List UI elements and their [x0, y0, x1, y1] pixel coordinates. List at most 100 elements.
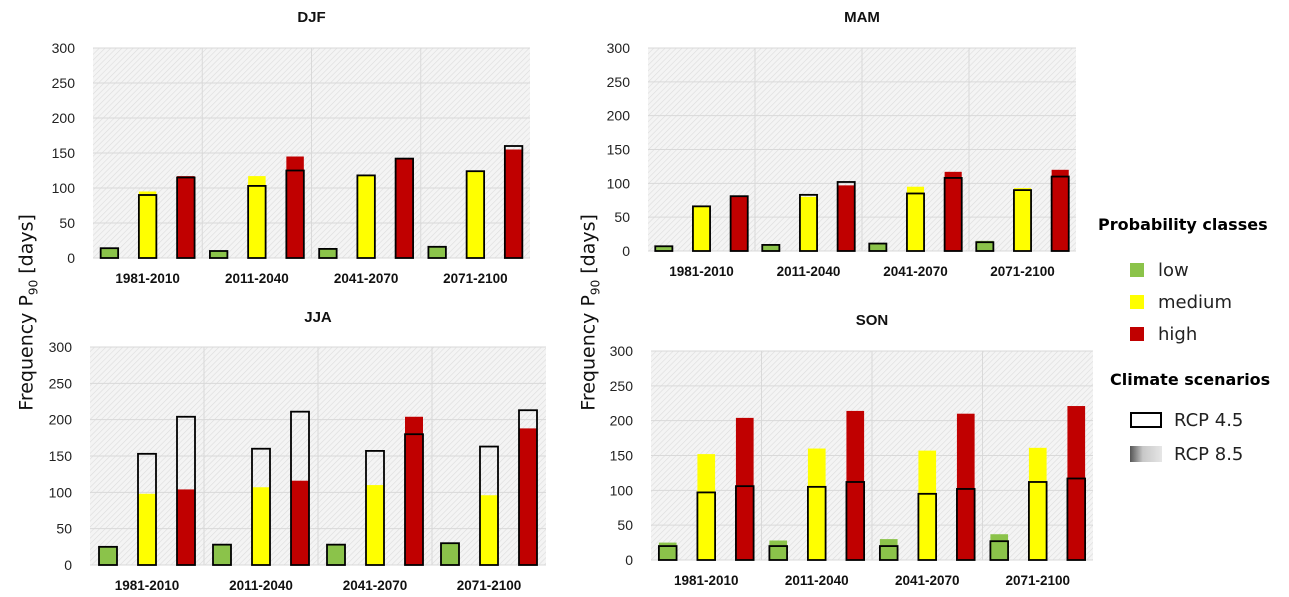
- chart-title-mam: MAM: [844, 9, 880, 26]
- bar-high-rcp45: [729, 195, 749, 252]
- bar-medium-rcp85: [692, 206, 711, 251]
- bar-low-rcp45: [212, 543, 232, 566]
- bar-low-rcp85: [976, 240, 994, 251]
- bar-high-rcp85: [1067, 406, 1086, 560]
- bar-high-rcp85: [837, 185, 855, 251]
- bar-high-rcp45: [836, 181, 856, 252]
- legend-label-rcp45: RCP 4.5: [1174, 409, 1244, 431]
- x-tick-label: 1981-2010: [115, 271, 180, 286]
- bar-medium-rcp45: [692, 205, 711, 252]
- bar-high-rcp85: [177, 176, 195, 258]
- bar-high-rcp85: [730, 195, 748, 251]
- bar-medium-rcp45: [479, 445, 499, 566]
- y-tick-label: 150: [607, 142, 631, 158]
- bar-high-rcp85: [735, 417, 754, 560]
- y-tick-label: 250: [49, 375, 73, 391]
- bar-high-rcp85: [405, 416, 423, 565]
- bar-high-rcp45: [176, 415, 196, 566]
- y-tick-label: 50: [617, 517, 633, 533]
- bar-low-rcp45: [209, 250, 229, 259]
- bar-medium-rcp45: [365, 450, 385, 566]
- y-tick-label: 0: [625, 552, 633, 568]
- chart-title-son: SON: [856, 312, 889, 329]
- bar-high-rcp45: [1066, 477, 1087, 561]
- legend-item-medium: medium: [1130, 286, 1285, 318]
- bar-high-rcp85: [291, 480, 309, 565]
- x-tick-label: 2041-2070: [334, 271, 399, 286]
- bar-medium-rcp45: [799, 193, 818, 252]
- bar-medium-rcp85: [248, 176, 266, 258]
- chart-djf: 0 50 100 150 200 250 300 DJF 1981-2010 2011-2040 2…: [52, 9, 530, 286]
- bar-medium-rcp85: [807, 448, 826, 560]
- bar-high-rcp45: [735, 485, 755, 561]
- legend-scenario-title: Climate scenarios: [1110, 370, 1271, 389]
- bar-medium-rcp85: [138, 191, 157, 258]
- bar-medium-rcp45: [917, 492, 937, 561]
- y-tick-label: 250: [607, 74, 631, 90]
- x-tick-label: 1981-2010: [669, 264, 734, 279]
- bar-low-rcp85: [428, 246, 446, 258]
- y-tick-label: 300: [52, 40, 76, 56]
- bar-low-rcp85: [209, 251, 228, 258]
- bar-low-rcp45: [657, 545, 678, 561]
- bar-medium-rcp85: [366, 485, 384, 565]
- bar-low-rcp45: [761, 244, 781, 252]
- chart-jja: 0 50 100 150 200 250 300 JJA 1981-2010 2011-2040 2…: [49, 309, 546, 593]
- legend-swatch-medium: [1130, 295, 1144, 309]
- bar-low-rcp45: [318, 247, 338, 259]
- bar-medium-rcp45: [1013, 189, 1032, 252]
- y-tick-label: 0: [67, 250, 75, 266]
- y-tick-label: 0: [64, 557, 72, 573]
- x-tick-label: 2071-2100: [1005, 573, 1070, 588]
- bar-high-rcp45: [943, 177, 963, 252]
- chart-title-djf: DJF: [297, 9, 325, 26]
- bar-low-rcp85: [319, 248, 337, 258]
- y-axis-label-left: Frequency P90 [days]: [15, 214, 41, 411]
- bar-high-rcp45: [956, 488, 976, 561]
- y-tick-label: 200: [610, 413, 634, 429]
- bar-medium-rcp45: [696, 491, 716, 561]
- bar-low-rcp45: [989, 540, 1009, 561]
- bar-high-rcp45: [394, 157, 414, 259]
- x-tick-label: 1981-2010: [115, 578, 180, 593]
- legend-item-high: high: [1130, 318, 1285, 350]
- bar-high-rcp45: [285, 169, 305, 259]
- y-tick-label: 300: [49, 339, 73, 355]
- legend-swatch-rcp85: [1130, 446, 1162, 462]
- bar-medium-rcp45: [247, 184, 267, 259]
- y-axis-label-right: Frequency P90 [days]: [577, 214, 603, 411]
- bar-medium-rcp85: [906, 186, 925, 251]
- legend-label-low: low: [1158, 259, 1189, 281]
- x-tick-label: 2041-2070: [895, 573, 960, 588]
- bar-low-rcp45: [99, 247, 120, 259]
- bar-medium-rcp85: [466, 171, 485, 258]
- bar-high-rcp85: [286, 156, 304, 258]
- chart-son: 0 50 100 150 200 250 300 SON 1981-2010 2011-2040 2…: [610, 312, 1093, 588]
- bar-low-rcp85: [879, 539, 898, 560]
- bar-low-rcp45: [326, 543, 346, 566]
- legend-label-high: high: [1158, 323, 1198, 345]
- bar-high-rcp45: [404, 433, 424, 566]
- legend-swatch-rcp45: [1130, 412, 1162, 428]
- bar-medium-rcp45: [137, 194, 158, 259]
- bar-low-rcp45: [427, 245, 447, 259]
- x-tick-label: 2041-2070: [883, 264, 948, 279]
- y-tick-label: 50: [59, 215, 75, 231]
- y-tick-label: 100: [610, 482, 634, 498]
- bar-medium-rcp85: [1013, 188, 1032, 251]
- bar-high-rcp85: [944, 171, 962, 251]
- bar-medium-rcp85: [357, 175, 375, 258]
- y-tick-label: 50: [56, 521, 72, 537]
- bar-low-rcp85: [99, 546, 117, 565]
- legend-swatch-low: [1130, 263, 1144, 277]
- bar-low-rcp85: [441, 543, 459, 565]
- bar-medium-rcp85: [697, 454, 716, 560]
- y-tick-label: 150: [610, 448, 634, 464]
- bar-low-rcp85: [990, 534, 1009, 560]
- bar-low-rcp45: [868, 242, 888, 252]
- bar-low-rcp85: [769, 540, 788, 560]
- bar-medium-rcp45: [137, 452, 157, 566]
- bar-medium-rcp45: [465, 170, 486, 259]
- x-tick-label: 2071-2100: [457, 578, 522, 593]
